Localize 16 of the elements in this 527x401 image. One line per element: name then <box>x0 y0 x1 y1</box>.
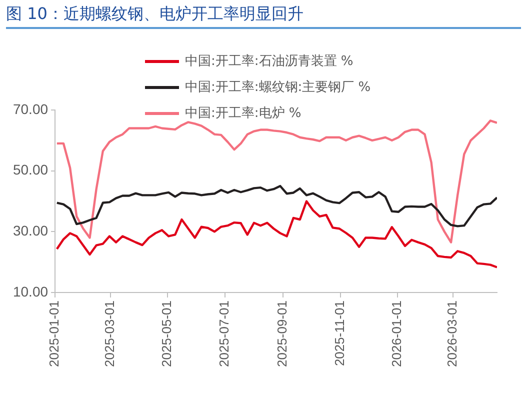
y-tick-label: 10.00 <box>12 283 48 300</box>
y-tick-label: 70.00 <box>12 100 48 117</box>
x-tick-label: 2025-11-01 <box>332 300 347 366</box>
x-tick-label: 2025-05-01 <box>159 300 174 367</box>
legend-label: 中国:开工率:螺纹钢:主要钢厂 % <box>185 79 371 96</box>
x-tick-label: 2026-01-01 <box>389 300 404 367</box>
y-tick-label: 50.00 <box>12 162 48 178</box>
x-tick-label: 2025-03-01 <box>102 300 117 367</box>
chart-title: 图 10：近期螺纹钢、电炉开工率明显回升 <box>6 4 304 25</box>
x-tick-label: 2025-09-01 <box>274 300 290 367</box>
x-tick-label: 2025-01-01 <box>46 300 62 367</box>
legend-label: 中国:开工率:石油沥青装置 % <box>185 53 354 70</box>
x-tick-label: 2026-03-01 <box>444 300 460 367</box>
legend-label: 中国:开工率:电炉 % <box>185 105 302 122</box>
x-tick-label: 2025-07-01 <box>216 300 232 367</box>
y-tick-label: 30.00 <box>12 222 48 239</box>
